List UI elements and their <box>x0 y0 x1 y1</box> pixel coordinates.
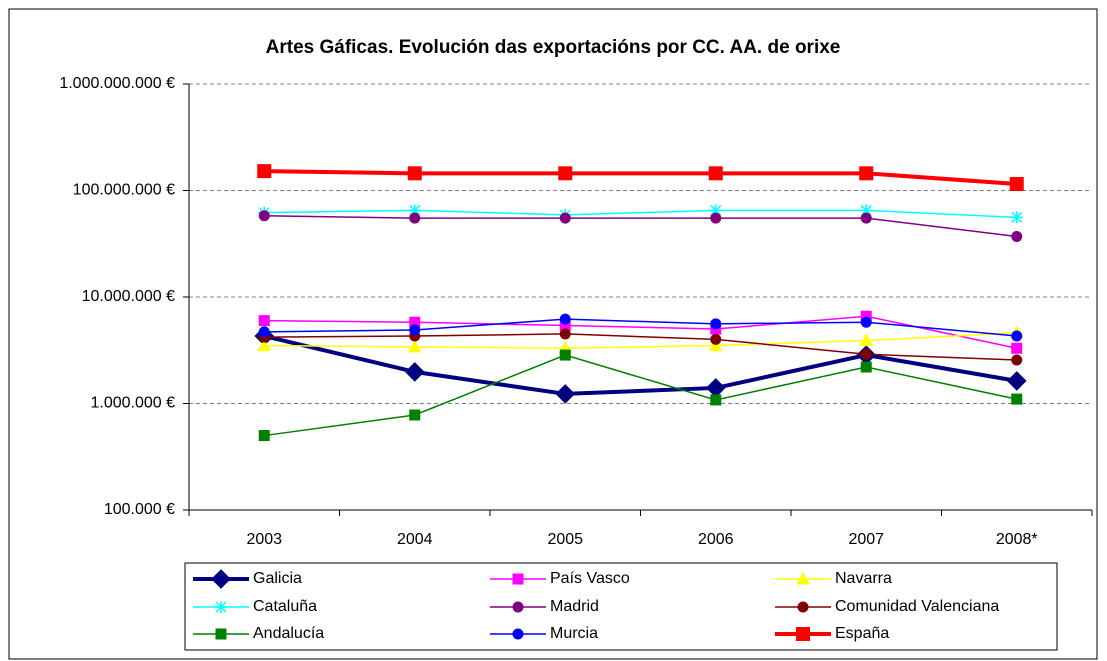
data-point <box>559 313 571 325</box>
data-point <box>860 361 872 373</box>
data-point <box>407 339 422 353</box>
legend-marker <box>796 571 810 585</box>
series <box>258 328 1023 366</box>
series <box>258 210 1023 242</box>
legend-label: Madrid <box>550 598 599 615</box>
data-point <box>404 362 425 382</box>
data-point <box>708 338 723 352</box>
series-line <box>264 333 1017 361</box>
data-point <box>258 326 270 338</box>
data-point <box>1011 230 1023 242</box>
legend-marker <box>797 601 809 613</box>
legend-entry: País Vasco <box>490 570 630 587</box>
legend-marker <box>211 569 231 589</box>
data-point <box>1010 211 1023 224</box>
legend-label: Cataluña <box>253 598 317 615</box>
data-point <box>1011 393 1023 405</box>
legend-entry: Comunidad Valenciana <box>775 598 999 615</box>
chart-title: Artes Gáficas. Evolución das exportación… <box>266 37 841 58</box>
data-point <box>860 348 872 360</box>
data-point <box>258 315 270 327</box>
legend-marker <box>512 601 524 613</box>
series <box>258 349 1023 442</box>
series-line <box>264 318 1017 337</box>
legend-label: Andalucía <box>253 625 324 642</box>
legend-entry: Madrid <box>490 598 599 615</box>
data-point <box>555 384 576 404</box>
legend-marker <box>512 573 524 585</box>
legend-label: Navarra <box>835 570 892 587</box>
legend-marker <box>215 628 227 640</box>
data-point <box>258 430 270 442</box>
data-point <box>710 333 722 345</box>
data-point <box>258 210 270 222</box>
legend-entry: Cataluña <box>193 598 317 615</box>
legend-entry: Navarra <box>775 570 892 587</box>
series-line <box>264 315 1017 350</box>
data-point <box>1011 342 1023 354</box>
data-point <box>1009 177 1024 192</box>
data-point <box>710 318 722 330</box>
series-line <box>264 332 1017 350</box>
data-point <box>859 333 874 347</box>
y-tick-label: 10.000.000 € <box>82 288 176 305</box>
series <box>257 164 1024 192</box>
legend-label: España <box>835 625 889 642</box>
x-tick-label: 2003 <box>246 531 282 548</box>
series-line <box>264 354 1017 437</box>
y-tick-label: 1.000.000.000 € <box>59 75 175 92</box>
legend-entry: Murcia <box>490 625 598 642</box>
data-point <box>257 164 272 179</box>
x-tick-label: 2008* <box>996 531 1038 548</box>
legend-box <box>184 562 1058 651</box>
x-tick-label: 2007 <box>848 531 884 548</box>
y-tick-label: 100.000 € <box>104 501 175 518</box>
data-point <box>710 212 722 224</box>
legend-label: Galicia <box>253 570 302 587</box>
data-point <box>409 324 421 336</box>
series <box>258 313 1023 342</box>
legend-entry: Andalucía <box>193 625 324 642</box>
data-point <box>860 204 873 217</box>
legend-entry: España <box>775 625 889 642</box>
data-point <box>409 409 421 421</box>
data-point <box>710 394 722 406</box>
data-point <box>709 204 722 217</box>
data-point <box>409 212 421 224</box>
data-point <box>860 212 872 224</box>
legend-marker <box>796 627 810 641</box>
data-point <box>407 166 422 181</box>
data-point <box>708 166 723 181</box>
y-tick-label: 1.000.000 € <box>90 395 175 412</box>
x-tick-label: 2005 <box>547 531 583 548</box>
legend-marker <box>512 628 524 640</box>
series-line <box>264 209 1017 219</box>
data-point <box>559 349 571 361</box>
data-point <box>1006 371 1027 391</box>
data-point <box>860 316 872 328</box>
data-point <box>859 166 874 181</box>
series-line <box>264 214 1017 238</box>
x-tick-label: 2006 <box>698 531 734 548</box>
data-point <box>558 166 573 181</box>
x-tick-label: 2004 <box>397 531 433 548</box>
y-tick-label: 100.000.000 € <box>73 182 175 199</box>
legend-marker <box>215 601 227 613</box>
legend-label: Murcia <box>550 625 598 642</box>
data-point <box>1011 330 1023 342</box>
data-point <box>559 212 571 224</box>
legend-label: Comunidad Valenciana <box>835 598 999 615</box>
data-point <box>1011 354 1023 366</box>
data-point <box>257 338 272 352</box>
series-line <box>263 334 1018 396</box>
legend-entry: Galicia <box>193 569 302 589</box>
data-point <box>559 328 571 340</box>
legend-label: País Vasco <box>550 570 630 587</box>
series-line <box>264 169 1017 187</box>
data-point <box>408 204 421 217</box>
